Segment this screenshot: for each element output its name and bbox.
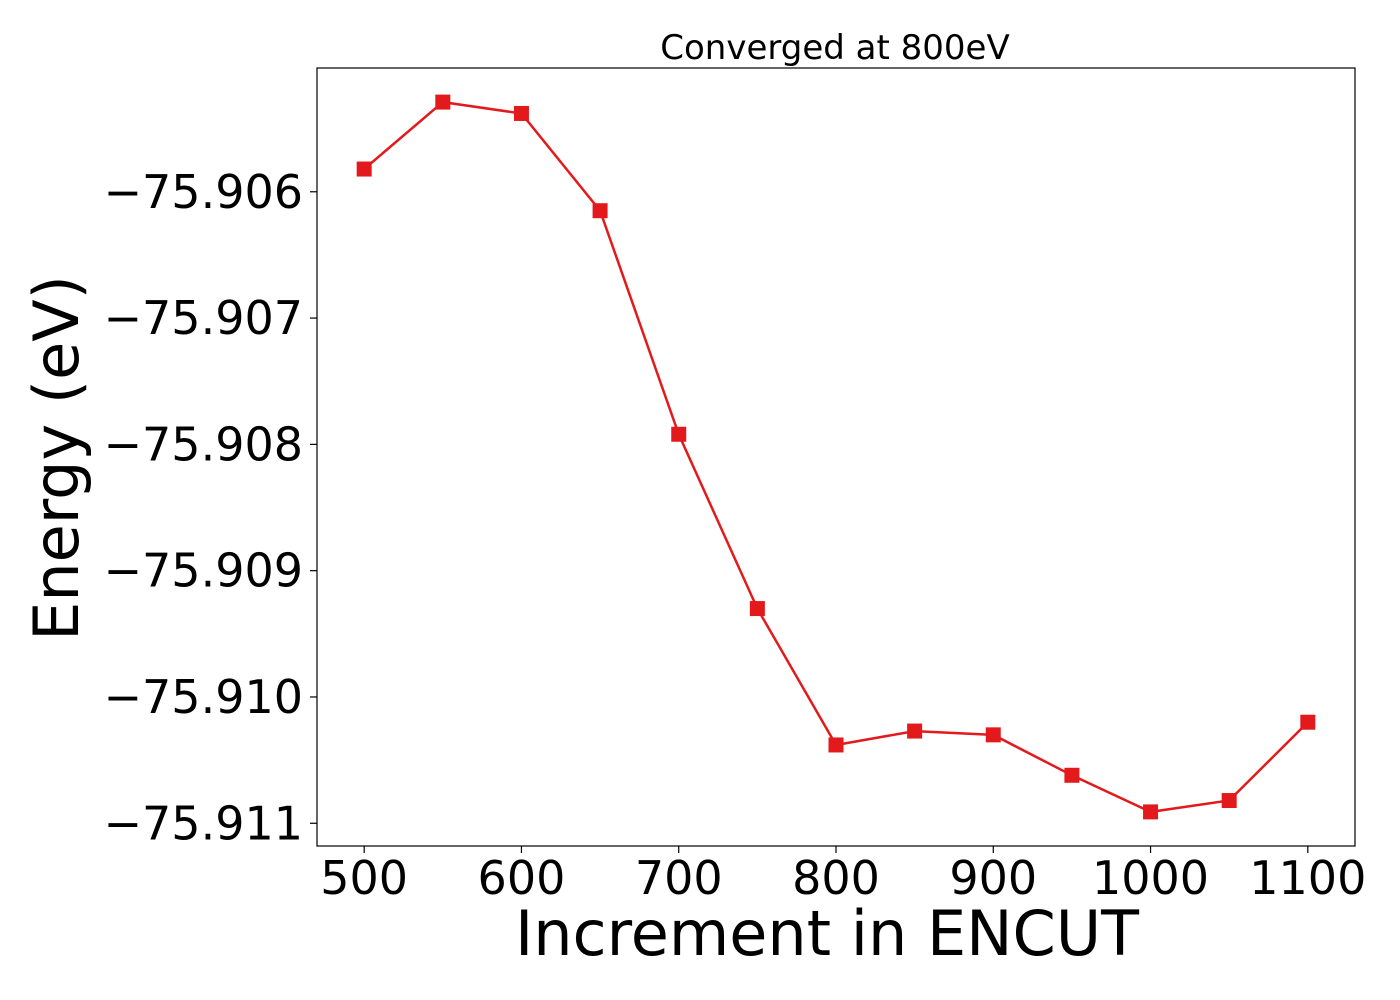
x-tick-label: 600: [478, 851, 566, 905]
y-tick-label: −75.909: [104, 544, 304, 598]
x-tick-label: 500: [320, 851, 408, 905]
data-point-marker: [435, 94, 451, 110]
y-axis-title: Energy (eV): [20, 275, 93, 641]
x-tick-label: 1000: [1092, 851, 1209, 905]
y-tick-label: −75.910: [104, 670, 304, 724]
data-point-marker: [1143, 804, 1159, 820]
y-tick-label: −75.911: [104, 796, 304, 850]
data-point-marker: [1064, 767, 1080, 783]
data-point-marker: [1221, 793, 1237, 809]
x-axis-ticks: 500 600 700 800 900 1000 1100: [320, 846, 1366, 905]
data-point-marker: [671, 426, 687, 442]
x-tick-label: 1100: [1249, 851, 1366, 905]
data-point-marker: [828, 737, 844, 753]
data-point-marker: [592, 203, 608, 219]
y-axis-ticks: −75.906 −75.907 −75.908 −75.909 −75.910 −75.9…: [104, 165, 317, 850]
data-point-marker: [356, 161, 372, 177]
x-tick-label: 900: [949, 851, 1037, 905]
y-tick-label: −75.906: [104, 165, 304, 219]
x-tick-label: 700: [635, 851, 723, 905]
x-tick-label: 800: [792, 851, 880, 905]
y-tick-label: −75.907: [104, 291, 304, 345]
data-point-marker: [985, 727, 1001, 743]
data-point-marker: [749, 601, 765, 617]
data-point-marker: [907, 723, 923, 739]
data-point-marker: [513, 105, 529, 121]
series-layer: [356, 94, 1316, 820]
x-axis-title: Increment in ENCUT: [515, 897, 1140, 970]
y-tick-label: −75.908: [104, 417, 304, 471]
data-point-marker: [1300, 714, 1316, 730]
chart-title: Converged at 800eV: [660, 28, 1009, 68]
